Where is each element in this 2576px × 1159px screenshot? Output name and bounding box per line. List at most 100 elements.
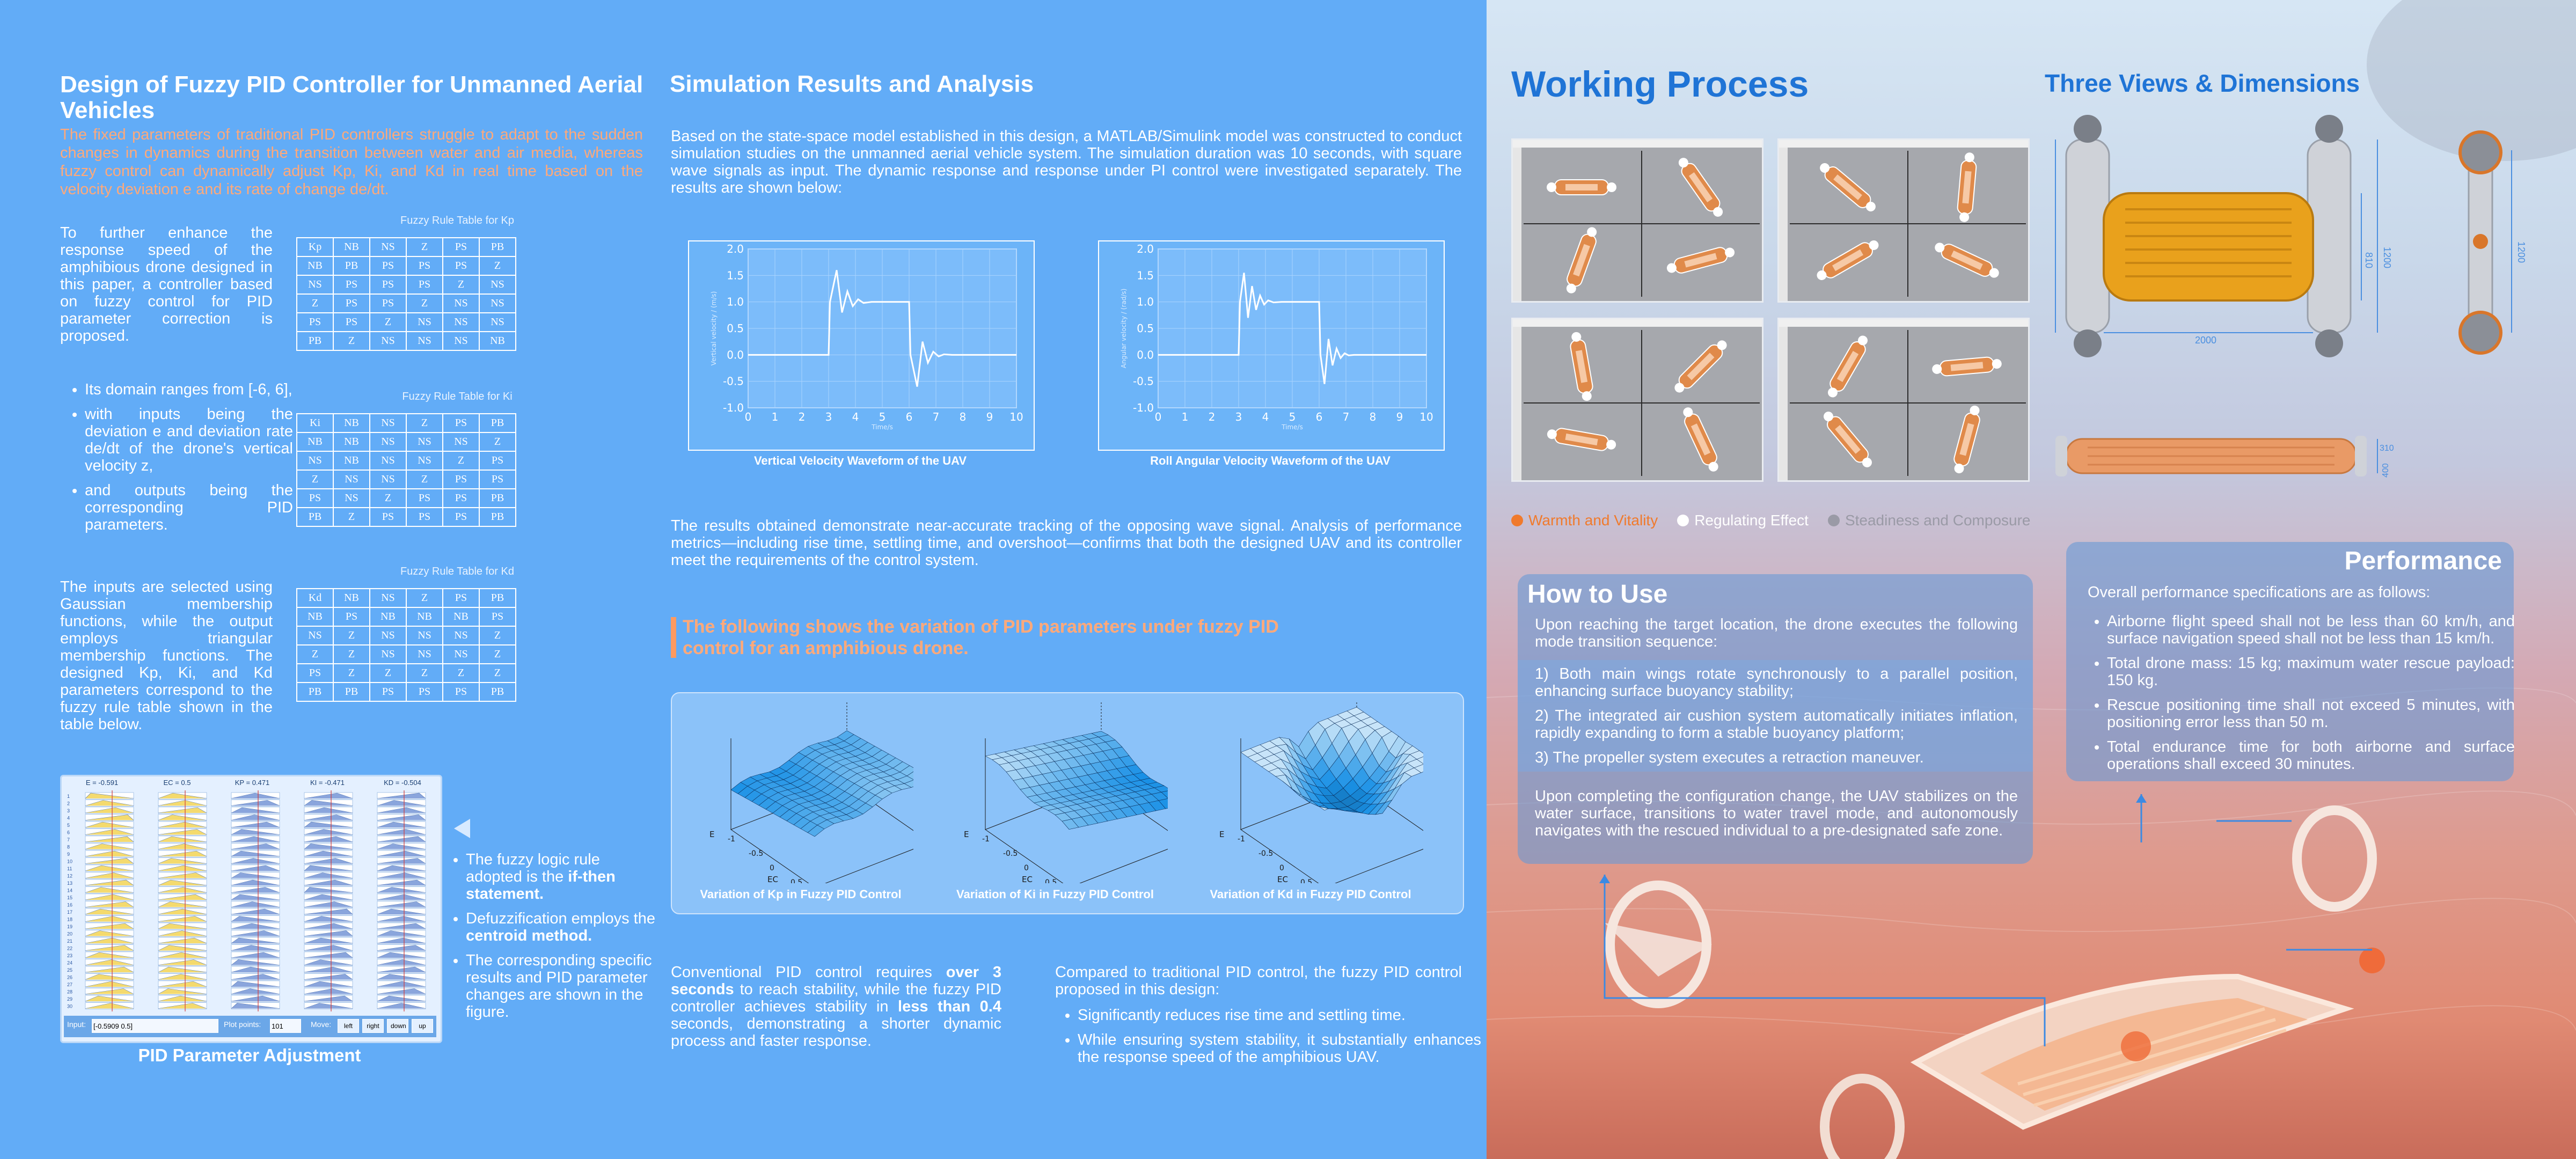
- rule-number: 5: [67, 823, 70, 828]
- fuzzy-para-1: To further enhance the response speed of…: [60, 224, 273, 344]
- membership-shape: [377, 821, 426, 828]
- cad-model: [1674, 340, 1727, 393]
- table-cell: NB: [479, 331, 516, 351]
- membership-shape: [231, 872, 280, 878]
- cad-model-rotor: [1678, 158, 1688, 168]
- membership-shape: [231, 916, 280, 922]
- performance-list: Airborne flight speed shall not be less …: [2088, 613, 2515, 780]
- comparison-intro: Compared to traditional PID control, the…: [1055, 964, 1462, 998]
- membership-shape: [304, 981, 353, 987]
- cad-model-rotor: [1964, 152, 1974, 163]
- table-cell: PS: [442, 682, 480, 702]
- rule-number: 12: [67, 874, 72, 879]
- membership-shape: [377, 800, 426, 806]
- cad-model-rotor: [1828, 387, 1838, 398]
- plot-points-field[interactable]: [270, 1019, 301, 1033]
- membership-shape: [158, 952, 207, 958]
- cad-screenshot-4: [1777, 318, 2030, 482]
- how-to-use-steps-band: [1518, 660, 2033, 772]
- cad-model-rotor: [1587, 227, 1597, 237]
- rule-number: 16: [67, 903, 72, 908]
- table-cell: PB: [333, 682, 370, 702]
- table-cell: NS: [442, 626, 480, 645]
- roll-velocity-caption: Roll Angular Velocity Waveform of the UA…: [1150, 454, 1391, 467]
- membership-shape: [85, 901, 134, 907]
- kp-table-caption: Fuzzy Rule Table for Kp: [400, 215, 514, 226]
- table-header-cell: Z: [406, 237, 443, 257]
- rule-viewer-column-heading: KP = 0.471: [235, 779, 270, 787]
- table-header-cell: NB: [333, 588, 370, 608]
- performance-item: Total drone mass: 15 kg; maximum water r…: [2107, 655, 2515, 689]
- how-to-use-step-1: 1) Both main wings rotate synchronously …: [1535, 665, 2018, 700]
- table-cell: NS: [479, 312, 516, 332]
- membership-shape: [377, 815, 426, 820]
- membership-shape: [377, 1003, 426, 1009]
- cad-model-rotor: [1547, 429, 1557, 439]
- table-cell: PS: [333, 312, 370, 332]
- rule-number: 4: [67, 816, 70, 821]
- input-field[interactable]: [92, 1019, 218, 1033]
- cad-model-cushion: [1573, 244, 1590, 277]
- membership-shape: [85, 793, 134, 799]
- table-cell: PS: [369, 507, 407, 527]
- cad-model: [1678, 158, 1723, 217]
- cad-model-cushion: [1565, 433, 1598, 446]
- membership-shape: [231, 995, 280, 1002]
- rule-number: 20: [67, 931, 72, 937]
- table-cell: NB: [442, 607, 480, 627]
- membership-shape: [85, 908, 134, 915]
- y-tick-label: 1.5: [1137, 269, 1154, 282]
- table-row: Z PS PS Z NS NS: [296, 294, 516, 313]
- membership-shape: [231, 807, 280, 813]
- membership-shape: [231, 879, 280, 886]
- membership-shape: [158, 850, 207, 857]
- move-left-button[interactable]: left: [338, 1019, 359, 1033]
- move-right-button[interactable]: right: [362, 1019, 384, 1033]
- legend-dot-icon: [1677, 515, 1689, 526]
- dim-length: 1200: [2382, 247, 2392, 268]
- cad-model: [1817, 240, 1879, 280]
- cad-screenshot-3: [1511, 318, 1763, 482]
- membership-shape: [304, 879, 353, 886]
- table-cell: Z: [333, 507, 370, 527]
- membership-shape: [231, 981, 280, 987]
- table-cell: NS: [406, 312, 443, 332]
- membership-shape: [304, 1003, 353, 1009]
- cad-model-rotor: [1666, 263, 1677, 273]
- rule-viewer-column-heading: EC = 0.5: [163, 779, 191, 787]
- membership-shape: [85, 843, 134, 849]
- x-tick-label: 9: [986, 410, 993, 423]
- roll-velocity-chart: 0 1 2 3 4 5 6 7 8 9 10 -1.0 -0.5 0.0 0.5 1.0 1.5 2.0 Time/…: [1120, 243, 1433, 431]
- membership-shape: [377, 916, 426, 922]
- membership-shape: [377, 995, 426, 1002]
- membership-shape: [85, 865, 134, 871]
- table-cell: Z: [296, 294, 334, 313]
- cad-model-cushion: [1836, 351, 1859, 382]
- table-cell: PS: [479, 451, 516, 471]
- membership-shape: [304, 930, 353, 936]
- table-cell: Z: [369, 312, 407, 332]
- table-cell: NB: [406, 607, 443, 627]
- cad-model-rotor: [1708, 461, 1718, 472]
- x-tick-label: 5: [879, 410, 886, 423]
- table-cell: PS: [406, 507, 443, 527]
- table-cell: PS: [479, 607, 516, 627]
- membership-shape: [85, 858, 134, 864]
- cad-model-rotor: [1566, 283, 1576, 294]
- how-to-use-outro: Upon completing the configuration change…: [1535, 788, 2018, 839]
- move-down-button[interactable]: down: [387, 1019, 408, 1033]
- y-tick-label: 2.0: [1137, 243, 1154, 255]
- table-row: NB PS NB NB NB PS: [296, 607, 516, 627]
- table-cell: NS: [369, 644, 407, 664]
- table-header-cell: PS: [442, 413, 480, 433]
- table-cell: Z: [406, 663, 443, 683]
- membership-shape: [158, 981, 207, 987]
- x-tick-label: 0: [1155, 410, 1162, 423]
- cad-model-cushion: [1835, 425, 1861, 454]
- membership-shape: [158, 959, 207, 965]
- move-up-button[interactable]: up: [412, 1019, 433, 1033]
- cad-model-rotor: [1683, 407, 1693, 417]
- table-row: PB Z PS PS PS PB: [296, 507, 516, 527]
- membership-shape: [304, 988, 353, 994]
- input-label: Input:: [67, 1020, 86, 1029]
